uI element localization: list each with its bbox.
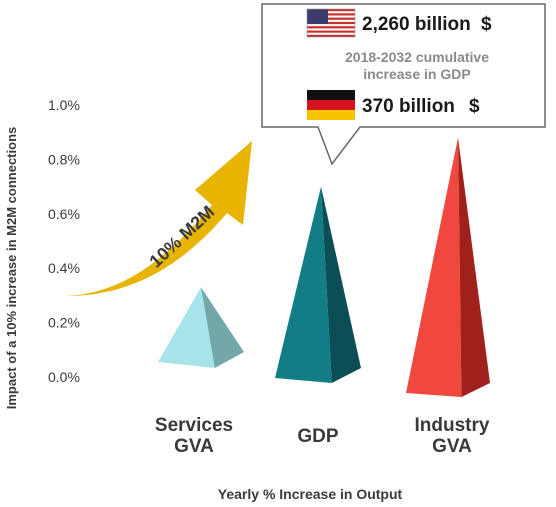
de-currency: $ [469,96,480,117]
y-tick-labels: 0.0% 0.2% 0.4% 0.6% 0.8% 1.0% [48,97,80,385]
arrow-label: 10% M2M [145,202,218,272]
bar-front [158,287,215,368]
bar-services-gva [158,287,244,368]
category-label-services-line1: Services [155,415,233,436]
y-axis-label: Impact of a 10% increase in M2M connecti… [4,127,19,409]
x-axis-label: Yearly % Increase in Output [218,486,403,502]
germany-flag-icon [307,90,355,120]
bar-side [201,287,244,368]
y-tick-label: 0.0% [48,369,80,385]
category-label-services-line2: GVA [174,436,214,457]
callout-note-line1: 2018-2032 cumulative [345,49,489,65]
category-label-gdp: GDP [297,426,339,447]
bars [158,137,490,397]
bar-front [275,186,332,383]
bar-side [458,137,490,397]
y-tick-label: 1.0% [48,97,80,113]
growth-arrow: 10% M2M [65,141,252,296]
y-tick-label: 0.8% [48,151,80,167]
category-labels: Services GVA GDP Industry GVA [155,415,490,457]
us-currency: $ [481,14,492,35]
us-amount: 2,260 billion [362,14,471,35]
callout-note-line2: increase in GDP [363,66,470,82]
bar-front [406,137,462,397]
us-flag-icon [306,8,356,38]
y-tick-label: 0.4% [48,260,80,276]
bar-industry-gva [406,137,490,397]
de-amount: 370 billion [362,96,455,117]
y-tick-label: 0.2% [48,315,80,331]
bar-side [321,186,361,383]
growth-arrow-shape [65,141,252,296]
callout-box [261,3,546,166]
gdp-callout: 2,260 billion $ 2018-2032 cumulative inc… [261,3,546,166]
bar-gdp [275,186,361,383]
category-label-industry-line1: Industry [415,415,490,436]
category-label-industry-line2: GVA [432,436,472,457]
y-tick-label: 0.6% [48,206,80,222]
